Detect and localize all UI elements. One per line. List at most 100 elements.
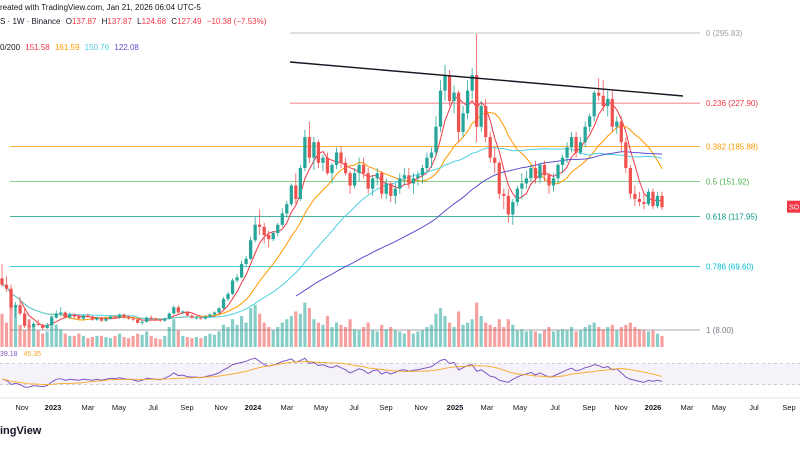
candle-body bbox=[339, 152, 343, 163]
candle-body bbox=[569, 137, 574, 148]
candle-body bbox=[289, 185, 293, 205]
volume-bar bbox=[484, 322, 488, 347]
candle-body bbox=[470, 75, 474, 91]
volume-bar bbox=[249, 308, 253, 347]
volume-bar bbox=[606, 327, 610, 347]
volume-bar bbox=[443, 315, 447, 347]
close-value: 127.49 bbox=[177, 17, 202, 26]
x-tick-label: Mar bbox=[481, 403, 494, 412]
candle-body bbox=[524, 178, 529, 184]
symbol-line: S · 1W · Binance bbox=[0, 17, 61, 26]
volume-bar bbox=[574, 331, 578, 347]
volume-bar bbox=[619, 327, 623, 347]
candle-body bbox=[194, 317, 199, 319]
candle-body bbox=[18, 305, 22, 314]
volume-bar bbox=[267, 327, 271, 347]
volume-bar bbox=[655, 333, 660, 347]
volume-bar bbox=[18, 324, 22, 347]
candle-body bbox=[267, 235, 271, 240]
volume-bar bbox=[312, 319, 316, 347]
candle-body bbox=[59, 312, 63, 314]
candle-body bbox=[502, 193, 506, 196]
x-tick-label: Nov bbox=[15, 403, 29, 412]
candle-body bbox=[452, 92, 456, 101]
volume-bar bbox=[276, 327, 280, 347]
volume-bar bbox=[253, 304, 257, 347]
candle-body bbox=[68, 314, 72, 318]
candle-body bbox=[285, 204, 289, 214]
candle-body bbox=[113, 316, 117, 318]
candle-body bbox=[199, 317, 203, 319]
x-tick-label: Mar bbox=[82, 403, 95, 412]
candle-body bbox=[511, 202, 515, 215]
volume-bar bbox=[375, 331, 379, 347]
x-tick-label: Jul bbox=[550, 403, 560, 412]
chart-header: reated with TradingView.com, Jan 21, 202… bbox=[0, 3, 201, 12]
volume-bar bbox=[280, 322, 284, 347]
volume-bar bbox=[542, 330, 547, 347]
candle-body bbox=[185, 311, 189, 316]
candle-body bbox=[99, 317, 104, 321]
fib-label-4: 0.618 (117.95) bbox=[706, 213, 758, 222]
candle-body bbox=[203, 316, 208, 319]
volume-bar bbox=[488, 324, 492, 347]
low-label: L bbox=[137, 17, 142, 26]
volume-bar bbox=[420, 330, 424, 347]
candle-body bbox=[628, 167, 632, 194]
candle-body bbox=[81, 315, 85, 319]
volume-bar bbox=[407, 330, 411, 347]
candle-body bbox=[77, 316, 81, 319]
candle-body bbox=[425, 157, 429, 168]
candle-body bbox=[447, 75, 452, 101]
candle-body bbox=[380, 173, 384, 194]
candle-body bbox=[583, 126, 587, 143]
volume-bar bbox=[416, 331, 420, 347]
candle-body bbox=[104, 318, 108, 321]
volume-bar bbox=[366, 322, 370, 347]
volume-bar bbox=[325, 315, 330, 347]
candle-body bbox=[122, 314, 126, 318]
volume-bar bbox=[316, 322, 321, 347]
volume-bar bbox=[217, 331, 221, 347]
x-tick-label: 2023 bbox=[45, 403, 62, 412]
candle-body bbox=[0, 278, 4, 285]
candle-body bbox=[298, 167, 302, 199]
candle-body bbox=[316, 142, 321, 163]
candle-body bbox=[140, 321, 144, 323]
brand-logo: ingView bbox=[0, 425, 42, 437]
candle-body bbox=[36, 323, 40, 325]
candle-body bbox=[235, 277, 239, 281]
volume-bar bbox=[244, 322, 248, 347]
candle-body bbox=[642, 202, 646, 205]
volume-bar bbox=[59, 329, 63, 347]
x-tick-label: 2024 bbox=[245, 403, 263, 412]
volume-bar bbox=[447, 322, 452, 347]
candle-body bbox=[126, 317, 131, 319]
candle-body bbox=[556, 164, 560, 179]
x-tick-label: Jul bbox=[349, 403, 359, 412]
volume-bar bbox=[384, 329, 388, 347]
candle-body bbox=[651, 191, 655, 207]
candle-body bbox=[438, 90, 443, 127]
fib-levels: 0 (295.83) 0.236 (227.90) 0.382 (185.88) 0.… bbox=[10, 29, 758, 335]
volume-bar bbox=[158, 339, 162, 347]
moving-averages bbox=[1, 96, 663, 327]
candle-body bbox=[520, 183, 524, 189]
volume-bar bbox=[145, 331, 149, 347]
candle-body bbox=[117, 314, 122, 318]
volume-bar bbox=[610, 324, 614, 347]
volume-bar bbox=[36, 330, 40, 347]
volume-bar bbox=[81, 335, 85, 347]
candle-body bbox=[633, 193, 637, 199]
volume-bar bbox=[533, 331, 538, 347]
candle-body bbox=[262, 226, 266, 236]
candle-body bbox=[13, 305, 18, 308]
volume-bar bbox=[108, 338, 113, 347]
x-tick-label: May bbox=[712, 403, 726, 412]
ma-value-3: 150.76 bbox=[84, 43, 110, 52]
candle-body bbox=[407, 175, 411, 184]
volume-bar bbox=[362, 327, 366, 347]
ma-value-2: 161.59 bbox=[54, 43, 80, 52]
fib-label-3: 0.5 (151.92) bbox=[706, 177, 749, 186]
volume-bar bbox=[50, 315, 54, 347]
